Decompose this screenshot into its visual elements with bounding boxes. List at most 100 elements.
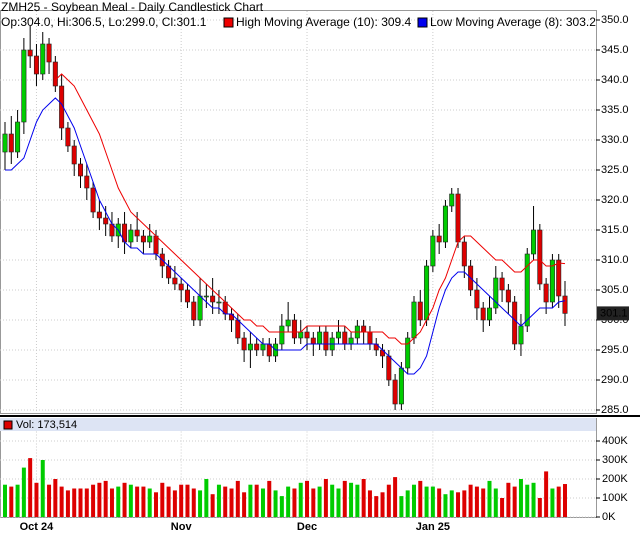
volume-bar	[273, 490, 278, 517]
candle-body	[103, 217, 109, 225]
y-tick-label: 330.0	[601, 134, 629, 146]
candle-body	[361, 325, 367, 333]
volume-bar	[47, 484, 52, 517]
volume-bar	[437, 488, 442, 517]
volume-bar	[474, 486, 479, 517]
volume-bar	[311, 488, 316, 517]
volume-bar	[128, 484, 133, 517]
candle-body	[310, 337, 316, 345]
x-tick-label: Nov	[171, 521, 193, 533]
plot	[2, 26, 568, 517]
volume-bar	[537, 498, 542, 517]
candle-body	[279, 325, 285, 345]
y-tick-label: 295.0	[601, 344, 629, 356]
candle-body	[348, 337, 354, 345]
volume-bar	[103, 480, 108, 517]
volume-bar	[286, 486, 291, 517]
volume-bar	[116, 486, 121, 517]
x-tick-label: Dec	[297, 521, 317, 533]
volume-bar	[405, 490, 410, 517]
chart-title: ZMH25 - Soybean Meal - Daily Candlestick…	[1, 0, 264, 14]
candle-body	[247, 343, 253, 351]
candle-body	[537, 229, 543, 285]
legend-label: High Moving Average (10): 309.4	[236, 15, 412, 29]
volume-bar	[260, 488, 265, 517]
volume-bar	[235, 480, 240, 517]
candle-body	[455, 193, 461, 243]
volume-bar	[21, 467, 26, 517]
candle-body	[335, 331, 341, 339]
candle-body	[531, 229, 537, 255]
candle-body	[323, 331, 329, 351]
volume-bar	[493, 488, 498, 517]
y-tick-label: 350.0	[601, 14, 629, 26]
candle-body	[436, 235, 442, 243]
y-tick-label: 305.0	[601, 284, 629, 296]
candle-body	[562, 295, 568, 314]
candle-body	[442, 205, 448, 243]
volume-bar	[65, 490, 70, 517]
volume-bar	[122, 482, 127, 517]
volume-bar	[185, 484, 190, 517]
candle-body	[367, 331, 373, 345]
y-tick-label: 310.0	[601, 254, 629, 266]
moving-average-line	[5, 97, 566, 375]
candle-body	[8, 133, 14, 153]
volume-bar	[229, 488, 234, 517]
y-tick-label: 325.0	[601, 164, 629, 176]
volume-bar	[72, 488, 77, 517]
volume-bar	[84, 488, 89, 517]
candle-body	[556, 259, 562, 297]
x-tick-label: Oct 24	[20, 521, 55, 533]
volume-bar	[109, 488, 114, 517]
candle-body	[203, 295, 209, 298]
y-tick-label: 0K	[602, 511, 616, 523]
candle-body	[2, 133, 8, 153]
candle-body	[430, 235, 436, 267]
candle-body	[172, 277, 178, 285]
candle-body	[52, 61, 58, 87]
volume-bar	[97, 482, 102, 517]
candle-body	[134, 229, 140, 237]
candle-body	[216, 301, 222, 304]
volume-bar	[531, 482, 536, 517]
candle-body	[184, 289, 190, 303]
volume-bar	[317, 486, 322, 517]
volume-bar	[481, 488, 486, 517]
candle-body	[46, 43, 52, 63]
volume-bar	[361, 479, 366, 517]
volume-bar	[355, 484, 360, 517]
volume-bar	[342, 480, 347, 517]
candle-body	[235, 319, 241, 339]
volume-bar	[78, 488, 83, 517]
volume-bar	[279, 496, 284, 517]
volume-bar	[179, 484, 184, 517]
y-tick-label: 285.0	[601, 404, 629, 416]
volume-bar	[456, 492, 461, 517]
candle-body	[505, 289, 511, 303]
candle-body	[480, 307, 486, 321]
volume-bar	[349, 482, 354, 517]
volume-bar	[330, 484, 335, 517]
volume-bar	[443, 494, 448, 517]
volume-bar	[418, 480, 423, 517]
candle-body	[71, 145, 77, 165]
y-tick-label: 340.0	[601, 74, 629, 86]
y-tick-label: 300K	[602, 454, 628, 466]
volume-bar	[154, 492, 159, 517]
volume-bar	[336, 488, 341, 517]
volume-bar	[298, 482, 303, 517]
candle-body	[178, 283, 184, 291]
volume-bar	[468, 484, 473, 517]
volume-bar	[462, 490, 467, 517]
volume-bar	[141, 486, 146, 517]
volume-bar	[28, 458, 33, 517]
volume-label: Vol: 173,514	[16, 419, 77, 431]
volume-bar	[40, 460, 45, 517]
candle-body	[33, 55, 39, 75]
volume-bar	[254, 484, 259, 517]
candle-body	[342, 331, 348, 345]
candle-body	[40, 43, 46, 75]
candle-body	[298, 331, 304, 339]
